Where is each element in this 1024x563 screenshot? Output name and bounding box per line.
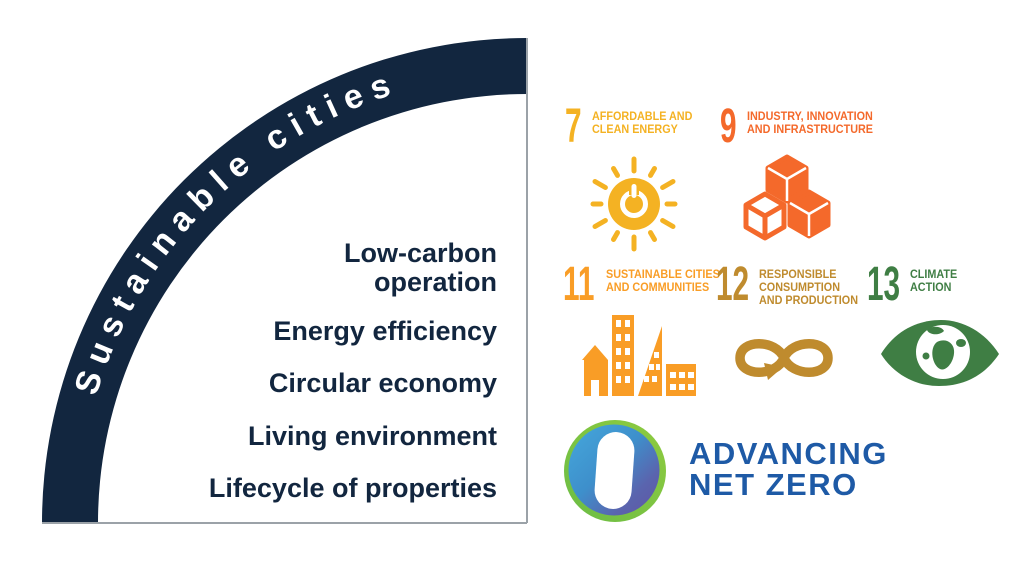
sdg-title-line: ACTION <box>910 280 952 294</box>
sdg-number: 11 <box>563 258 595 311</box>
advancing-net-zero-wordmark: ADVANCING NET ZERO <box>689 438 888 500</box>
sdg-title-line: INDUSTRY, INNOVATION <box>747 109 873 123</box>
sdg-title-line: AND INFRASTRUCTURE <box>747 122 873 136</box>
sdg-title-line: AND PRODUCTION <box>759 293 858 307</box>
sun-power-icon <box>590 156 678 252</box>
sdg-number: 13 <box>867 258 901 311</box>
sdg-title-line: RESPONSIBLE <box>759 267 837 281</box>
quarter-panel <box>42 38 527 523</box>
list-item: Circular economy <box>269 369 497 398</box>
sdg-title-line: AFFORDABLE AND <box>592 109 693 123</box>
sdg-title-line: CLEAN ENERGY <box>592 122 678 136</box>
list-item-line: operation <box>373 267 497 297</box>
logo-line: ADVANCING <box>689 436 888 471</box>
sdg-11-header: 11 SUSTAINABLE CITIES AND COMMUNITIES <box>563 258 723 311</box>
infinity-loop-icon <box>735 339 833 380</box>
list-item-line: Lifecycle of properties <box>208 473 497 503</box>
list-item-line: Energy efficiency <box>273 316 497 346</box>
sdg-11-badge: 11 SUSTAINABLE CITIES AND COMMUNITIES <box>563 258 723 414</box>
sdg-number: 9 <box>720 100 737 153</box>
logo-line: NET ZERO <box>689 467 858 502</box>
sdg-13-header: 13 CLIMATE ACTION <box>867 258 1024 311</box>
sdg-9-badge: 9 INDUSTRY, INNOVATION AND INFRASTRUCTUR… <box>720 100 880 256</box>
sdg-title: AFFORDABLE AND CLEAN ENERGY <box>592 106 692 136</box>
sdg-9-header: 9 INDUSTRY, INNOVATION AND INFRASTRUCTUR… <box>720 100 880 153</box>
sdg-number: 7 <box>565 100 582 153</box>
list-item-line: Low-carbon <box>344 238 497 268</box>
sdg-title-line: AND COMMUNITIES <box>606 280 710 294</box>
sdg-title-line: CONSUMPTION <box>759 280 840 294</box>
cubes-icon <box>743 154 831 241</box>
list-item-line: Living environment <box>247 421 497 451</box>
sustainable-cities-figure: Sustainable cities <box>42 38 528 524</box>
list-item-line: Circular economy <box>268 368 497 398</box>
sdg-13-badge: 13 CLIMATE ACTION <box>867 258 1024 414</box>
sdg-title: RESPONSIBLE CONSUMPTION AND PRODUCTION <box>759 264 858 307</box>
sdg-title: CLIMATE ACTION <box>910 264 957 294</box>
sdg-number: 12 <box>716 258 750 311</box>
sdg-12-badge: 12 RESPONSIBLE CONSUMPTION AND PRODUCTIO… <box>716 258 876 414</box>
sdg-7-badge: 7 AFFORDABLE AND CLEAN ENERGY <box>565 100 725 256</box>
list-item: Living environment <box>248 422 497 451</box>
sdg-title-line: SUSTAINABLE CITIES <box>606 267 720 281</box>
list-item: Energy efficiency <box>273 317 497 346</box>
sdg-title: SUSTAINABLE CITIES AND COMMUNITIES <box>606 264 720 294</box>
sdg-title: INDUSTRY, INNOVATION AND INFRASTRUCTURE <box>747 106 873 136</box>
eye-globe-icon <box>881 320 999 386</box>
city-buildings-icon <box>582 315 696 396</box>
arc-band <box>42 38 527 523</box>
list-item: Lifecycle of properties <box>209 474 497 503</box>
sdg-title-line: CLIMATE <box>910 267 958 281</box>
list-item: Low-carbon operation <box>344 239 497 297</box>
advancing-net-zero-logo-icon <box>564 420 666 522</box>
sdg-12-header: 12 RESPONSIBLE CONSUMPTION AND PRODUCTIO… <box>716 258 876 311</box>
sdg-7-header: 7 AFFORDABLE AND CLEAN ENERGY <box>565 100 725 153</box>
